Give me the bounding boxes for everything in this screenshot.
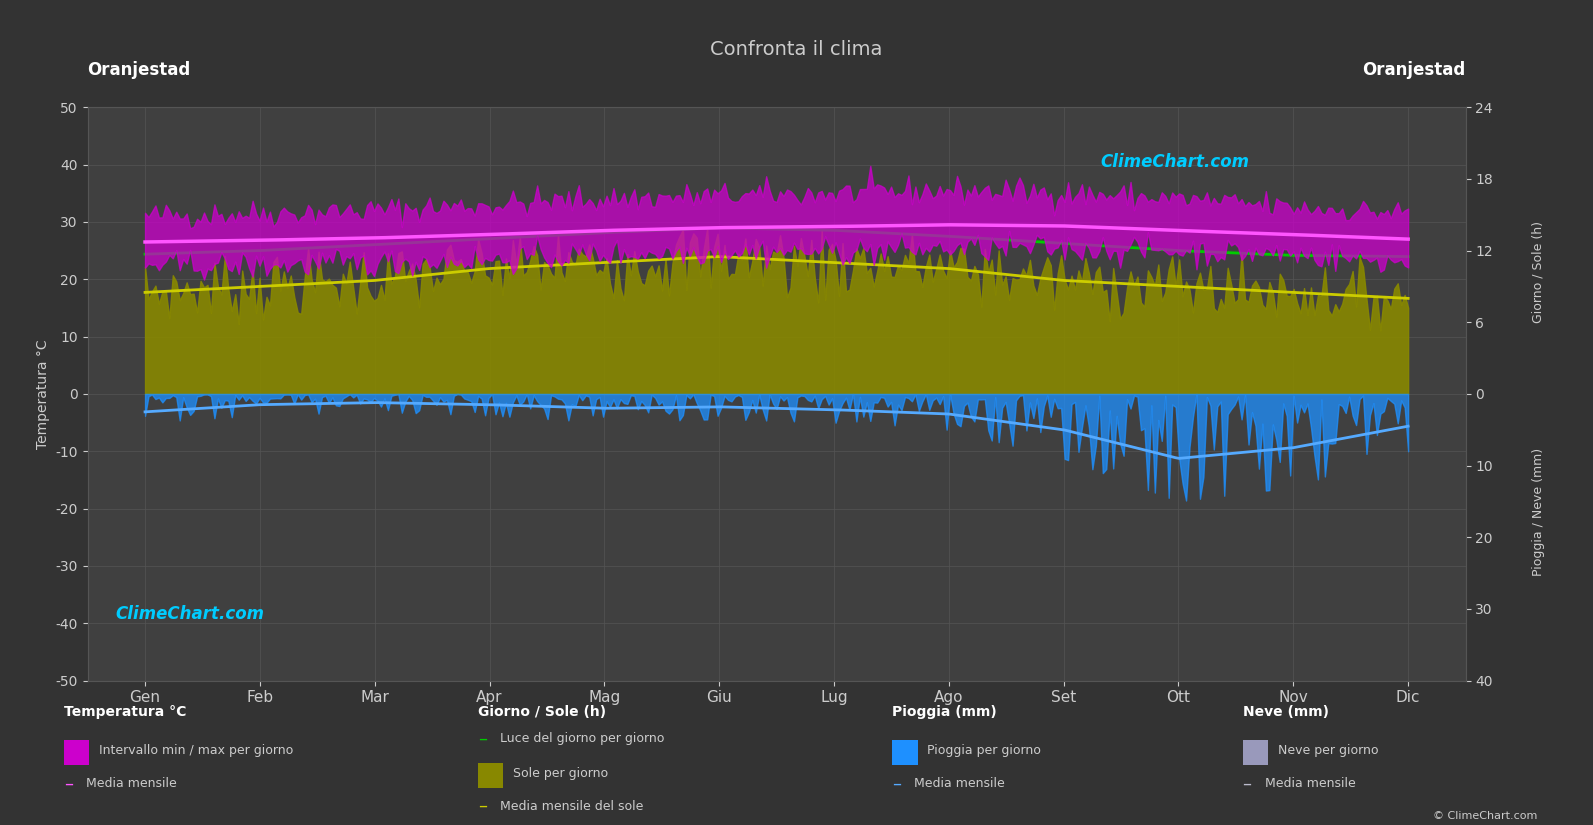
Text: Pioggia (mm): Pioggia (mm) bbox=[892, 705, 997, 719]
Text: Oranjestad: Oranjestad bbox=[88, 60, 191, 78]
Text: Luce del giorno per giorno: Luce del giorno per giorno bbox=[500, 732, 664, 745]
Text: Media mensile: Media mensile bbox=[914, 777, 1005, 790]
Text: Pioggia per giorno: Pioggia per giorno bbox=[927, 744, 1040, 757]
Text: ClimeChart.com: ClimeChart.com bbox=[1101, 153, 1249, 171]
Text: Media mensile: Media mensile bbox=[1265, 777, 1356, 790]
Text: Confronta il clima: Confronta il clima bbox=[710, 40, 883, 59]
Y-axis label: Temperatura °C: Temperatura °C bbox=[35, 339, 49, 449]
Text: –: – bbox=[478, 797, 487, 815]
Text: Neve (mm): Neve (mm) bbox=[1243, 705, 1329, 719]
Text: –: – bbox=[892, 775, 902, 793]
Text: Giorno / Sole (h): Giorno / Sole (h) bbox=[478, 705, 605, 719]
Text: Media mensile: Media mensile bbox=[86, 777, 177, 790]
Text: Pioggia / Neve (mm): Pioggia / Neve (mm) bbox=[1531, 447, 1545, 576]
Text: Temperatura °C: Temperatura °C bbox=[64, 705, 186, 719]
Text: Neve per giorno: Neve per giorno bbox=[1278, 744, 1378, 757]
Text: Intervallo min / max per giorno: Intervallo min / max per giorno bbox=[99, 744, 293, 757]
Text: Media mensile del sole: Media mensile del sole bbox=[500, 799, 644, 813]
Text: –: – bbox=[478, 729, 487, 747]
Text: –: – bbox=[64, 775, 73, 793]
Text: © ClimeChart.com: © ClimeChart.com bbox=[1432, 811, 1537, 821]
Text: Giorno / Sole (h): Giorno / Sole (h) bbox=[1531, 221, 1545, 323]
Text: –: – bbox=[1243, 775, 1252, 793]
Text: Oranjestad: Oranjestad bbox=[1362, 60, 1466, 78]
Text: ClimeChart.com: ClimeChart.com bbox=[115, 606, 264, 624]
Text: Sole per giorno: Sole per giorno bbox=[513, 767, 609, 780]
